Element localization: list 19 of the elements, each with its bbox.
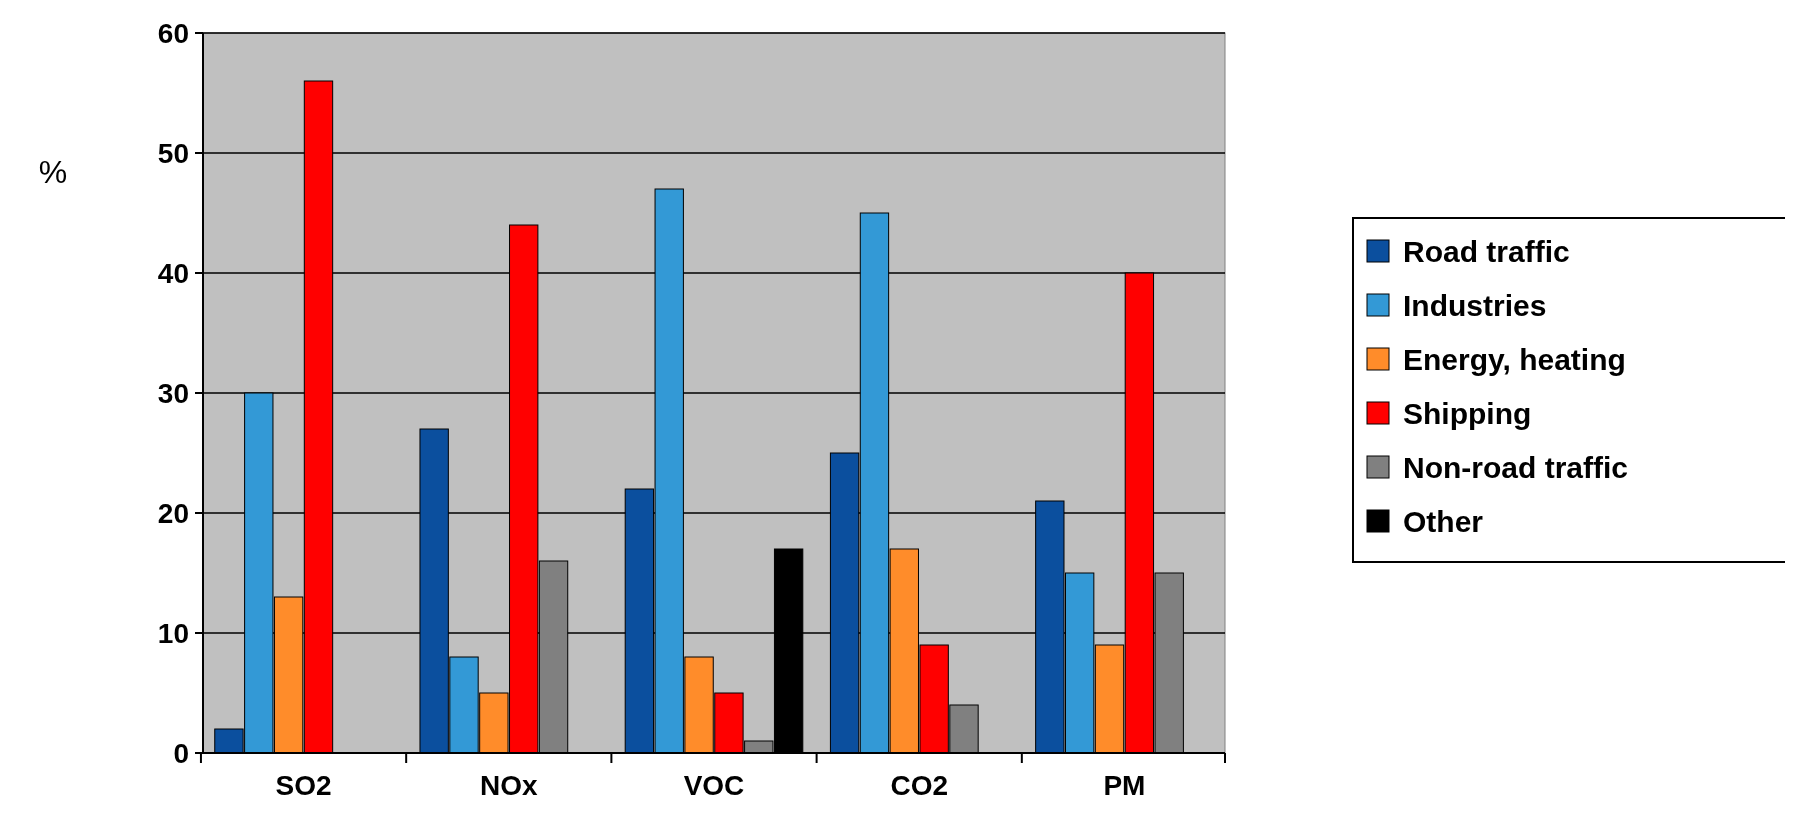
x-tick-label: VOC <box>683 770 745 801</box>
legend-label: Road traffic <box>1403 234 1570 268</box>
legend-label: Non-road traffic <box>1403 450 1628 484</box>
legend-label: Industries <box>1403 288 1547 322</box>
x-tick-label: PM <box>1103 770 1146 801</box>
legend-label: Other <box>1403 504 1484 538</box>
y-tick-label: 30 <box>157 377 189 409</box>
legend-label: Shipping <box>1403 396 1532 430</box>
y-tick-label: 60 <box>157 17 189 49</box>
y-tick-label: 0 <box>173 737 189 769</box>
y-tick-label: 50 <box>157 137 189 169</box>
x-tick-label: SO2 <box>275 770 332 801</box>
y-tick-label: 20 <box>157 497 189 529</box>
x-tick-label: CO2 <box>890 770 949 801</box>
y-axis-title: % <box>38 154 68 190</box>
legend-label: Energy, heating <box>1403 342 1626 376</box>
y-tick-label: 10 <box>157 617 189 649</box>
x-tick-label: NOx <box>479 770 538 801</box>
y-tick-label: 40 <box>157 257 189 289</box>
